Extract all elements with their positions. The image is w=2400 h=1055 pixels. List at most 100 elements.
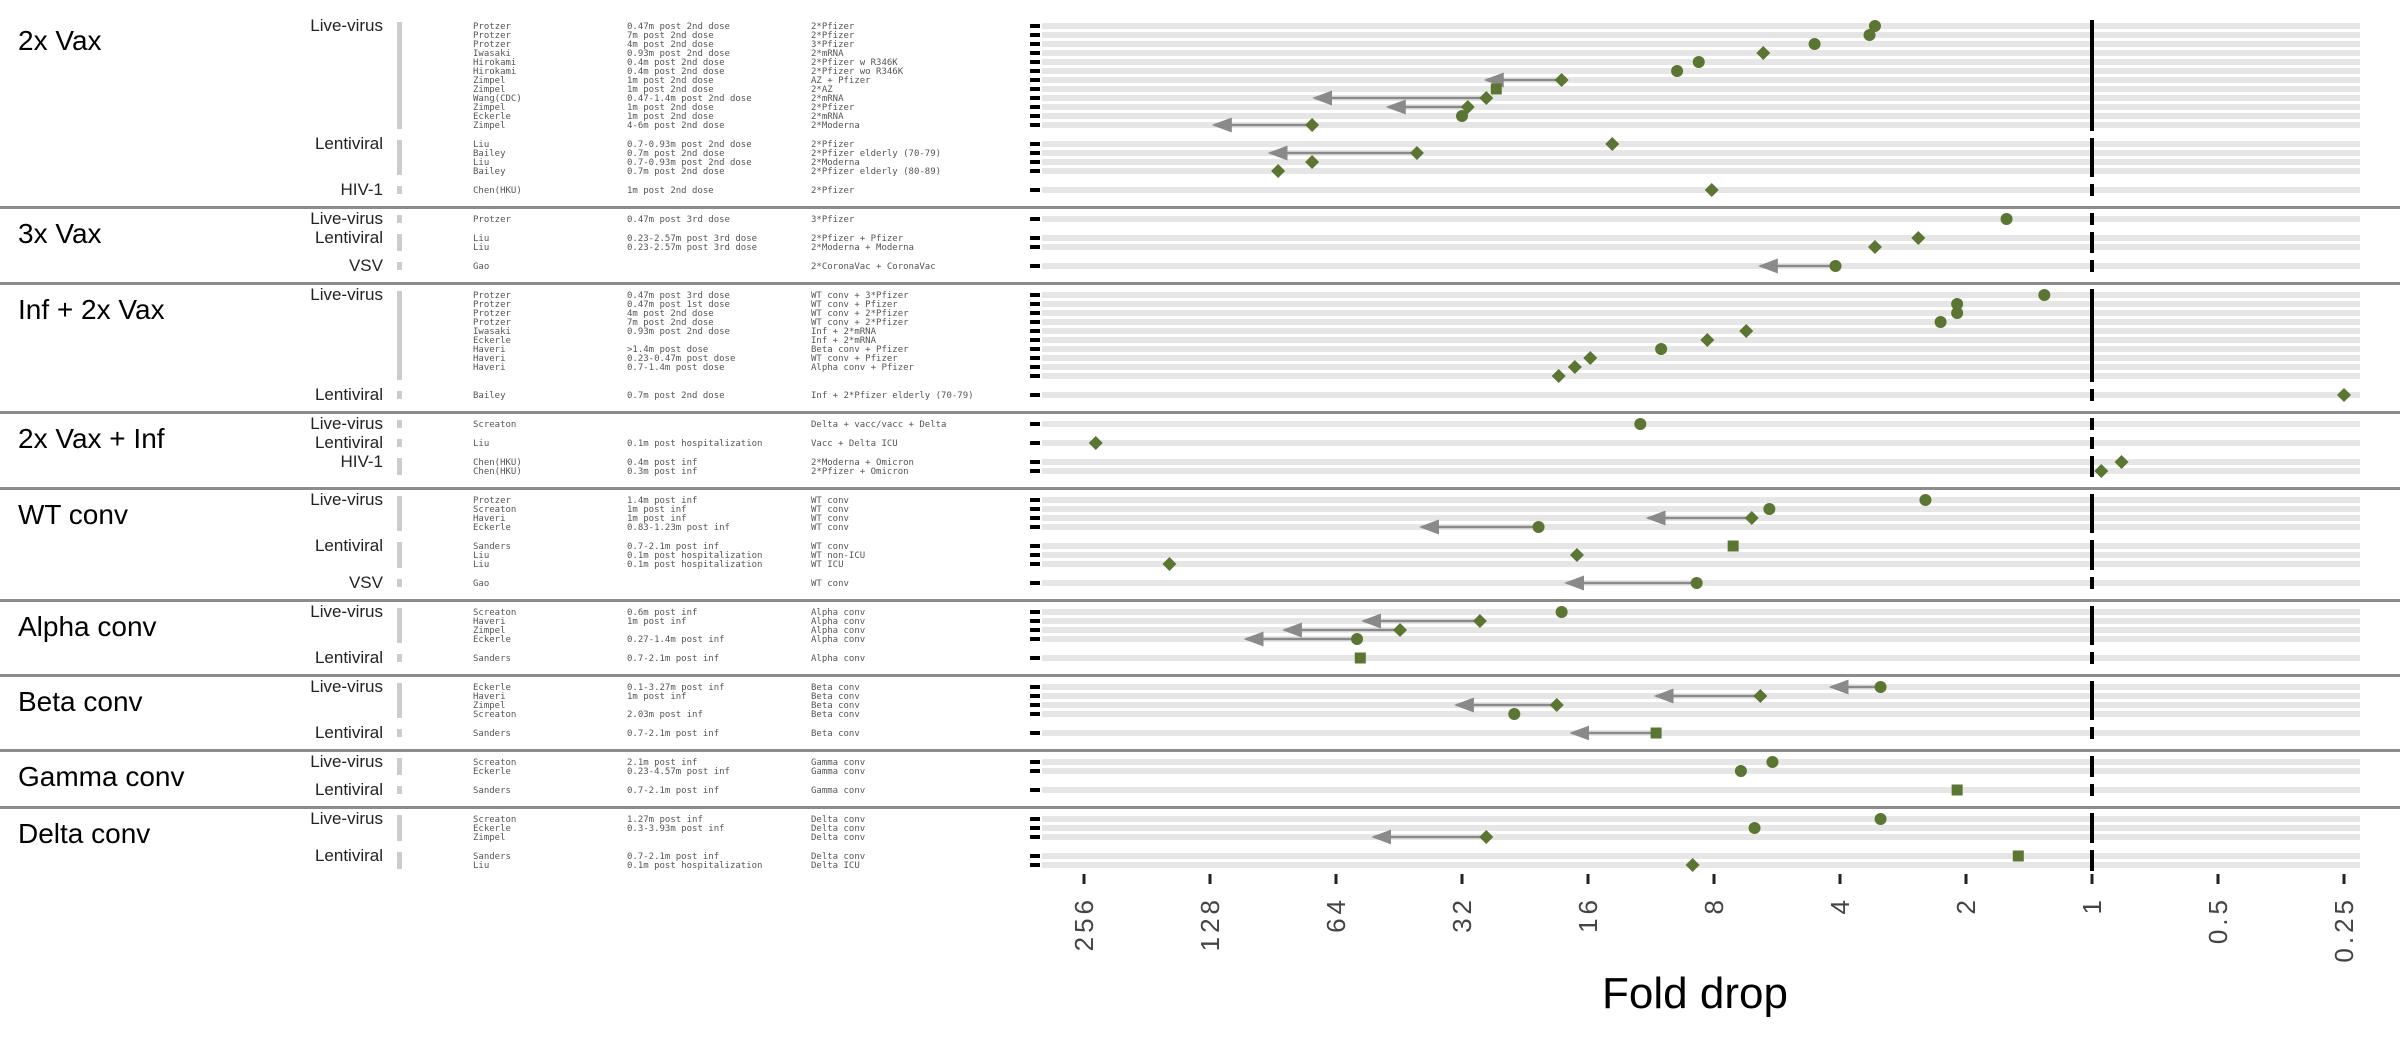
data-point xyxy=(1744,511,1759,525)
cohort-label: 2*Pfizer wo R346K xyxy=(811,67,904,77)
cohort-label: WT conv + 2*Pfizer xyxy=(811,309,909,319)
data-point xyxy=(1911,231,1926,245)
study-label: Zimpel xyxy=(473,76,506,86)
study-label: Eckerle xyxy=(473,523,511,533)
data-point xyxy=(1685,858,1700,872)
cohort-label: 2*CoronaVac + CoronaVac xyxy=(811,262,936,272)
subgroup-bar xyxy=(397,458,402,475)
row-band xyxy=(1042,23,2360,29)
cohort-label: Vacc + Delta ICU xyxy=(811,439,898,449)
row-band xyxy=(1042,636,2360,642)
row-tick xyxy=(1030,365,1040,369)
subgroup-label: Lentiviral xyxy=(315,385,383,404)
subgroup-label: Live-virus xyxy=(310,285,383,304)
cohort-label: Alpha conv xyxy=(811,617,865,627)
row-band xyxy=(1042,768,2360,774)
row-tick xyxy=(1030,731,1040,735)
study-label: Protzer xyxy=(473,318,512,328)
row-tick xyxy=(1030,703,1040,707)
cohort-label: Inf + 2*mRNA xyxy=(811,336,877,346)
row-band xyxy=(1042,655,2360,661)
data-point xyxy=(1863,29,1876,41)
subgroup-label: Live-virus xyxy=(310,602,383,621)
row-tick xyxy=(1030,656,1040,660)
cohort-label: Beta conv xyxy=(811,729,860,739)
study-label: Zimpel xyxy=(473,85,506,95)
data-point xyxy=(1393,623,1408,637)
subgroup-bar xyxy=(397,852,402,869)
row-band xyxy=(1042,561,2360,567)
subgroup-label: Lentiviral xyxy=(315,228,383,247)
data-point xyxy=(1305,118,1320,132)
row-tick xyxy=(1030,347,1040,351)
study-label: Zimpel xyxy=(473,701,506,711)
row-band xyxy=(1042,702,2360,708)
timing-label: 1m post inf xyxy=(627,514,687,524)
study-label: Liu xyxy=(473,140,489,150)
timing-label: 1.4m post inf xyxy=(627,496,697,506)
data-point xyxy=(1088,436,1103,450)
study-label: Hirokami xyxy=(473,67,516,77)
timing-label: 0.27-1.4m post inf xyxy=(627,635,725,645)
cohort-label: 3*Pfizer xyxy=(811,40,855,50)
study-label: Zimpel xyxy=(473,626,506,636)
row-band xyxy=(1042,825,2360,831)
row-band xyxy=(1042,95,2360,101)
x-axis-title: Fold drop xyxy=(1602,969,1788,1018)
row-tick xyxy=(1030,236,1040,240)
subgroup-label: VSV xyxy=(349,573,384,592)
subgroup-label: Lentiviral xyxy=(315,536,383,555)
row-tick xyxy=(1030,356,1040,360)
timing-label: 0.23-2.57m post 3rd dose xyxy=(627,243,757,253)
row-tick xyxy=(1030,69,1040,73)
x-tick-label: 16 xyxy=(1573,896,1603,933)
subgroup-bar xyxy=(397,439,402,447)
study-label: Haveri xyxy=(473,345,506,355)
row-band xyxy=(1042,50,2360,56)
study-label: Screaton xyxy=(473,710,516,720)
data-point xyxy=(1700,333,1715,347)
x-tick-label: 2 xyxy=(1951,896,1981,914)
data-point xyxy=(1583,351,1598,365)
cohort-label: Delta conv xyxy=(811,815,865,825)
row-band xyxy=(1042,113,2360,119)
study-label: Protzer xyxy=(473,291,512,301)
study-label: Liu xyxy=(473,439,489,449)
cohort-label: Beta conv xyxy=(811,701,860,711)
study-label: Sanders xyxy=(473,852,511,862)
data-point xyxy=(1532,521,1545,533)
cohort-label: WT conv xyxy=(811,542,849,552)
data-point xyxy=(1569,548,1584,562)
study-label: Zimpel xyxy=(473,121,506,131)
data-point xyxy=(1655,343,1668,355)
study-label: Protzer xyxy=(473,309,512,319)
subgroup-bar xyxy=(397,729,402,737)
row-tick xyxy=(1030,320,1040,324)
row-tick xyxy=(1030,685,1040,689)
data-point xyxy=(1354,652,1366,664)
subgroup-label: Live-virus xyxy=(310,752,383,771)
group-label: Alpha conv xyxy=(18,611,157,642)
data-point xyxy=(1874,813,1887,825)
data-point xyxy=(1867,240,1882,254)
data-point xyxy=(1690,577,1703,589)
row-tick xyxy=(1030,581,1040,585)
data-point xyxy=(1490,83,1502,95)
cohort-label: WT conv xyxy=(811,579,849,589)
cohort-label: 2*mRNA xyxy=(811,112,844,122)
data-point xyxy=(1456,110,1468,122)
row-tick xyxy=(1030,160,1040,164)
timing-label: 0.7m post 2nd dose xyxy=(627,167,725,177)
data-point xyxy=(2012,850,2024,862)
study-label: Protzer xyxy=(473,215,512,225)
cohort-label: Delta conv xyxy=(811,824,865,834)
subgroup-bar xyxy=(397,758,402,775)
data-point xyxy=(1351,633,1364,645)
x-tick-label: 64 xyxy=(1321,896,1351,933)
timing-label: 1m post 2nd dose xyxy=(627,76,714,86)
study-label: Sanders xyxy=(473,654,511,664)
row-band xyxy=(1042,328,2360,334)
row-tick xyxy=(1030,169,1040,173)
row-tick xyxy=(1030,24,1040,28)
timing-label: 0.7-0.93m post 2nd dose xyxy=(627,158,752,168)
